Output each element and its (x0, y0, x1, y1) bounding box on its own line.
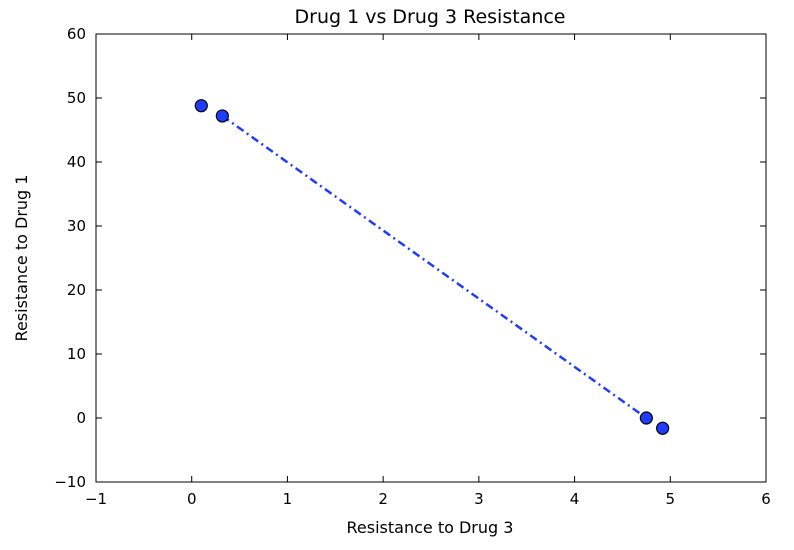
y-axis-label: Resistance to Drug 1 (12, 175, 31, 342)
x-tick-label: −1 (85, 490, 107, 508)
data-point (639, 411, 653, 425)
y-tick-label: 0 (76, 409, 86, 427)
y-tick-label: 50 (67, 89, 86, 107)
plot-area (95, 33, 767, 483)
y-tick-label: 40 (67, 153, 86, 171)
fit-line-group (221, 114, 648, 420)
x-tick-label: 6 (761, 490, 771, 508)
x-axis-label: Resistance to Drug 3 (347, 518, 514, 537)
x-tick-label: 1 (283, 490, 293, 508)
y-tick-label: 60 (67, 25, 86, 43)
x-axis: −1 0 1 2 3 4 5 6 (85, 34, 771, 508)
x-tick-label: 5 (666, 490, 676, 508)
data-point (194, 99, 208, 113)
chart-title: Drug 1 vs Drug 3 Resistance (295, 6, 566, 28)
x-tick-label: 3 (474, 490, 484, 508)
y-tick-label: 20 (67, 281, 86, 299)
data-points (194, 99, 670, 435)
y-tick-label: −10 (54, 473, 86, 491)
x-tick-label: 0 (187, 490, 197, 508)
x-tick-label: 2 (378, 490, 388, 508)
y-tick-label: 30 (67, 217, 86, 235)
y-tick-label: 10 (67, 345, 86, 363)
x-tick-label: 4 (570, 490, 580, 508)
data-point (215, 109, 229, 123)
data-point (656, 421, 670, 435)
fit-line (221, 114, 648, 420)
y-axis: −10 0 10 20 30 40 50 60 (54, 25, 766, 491)
